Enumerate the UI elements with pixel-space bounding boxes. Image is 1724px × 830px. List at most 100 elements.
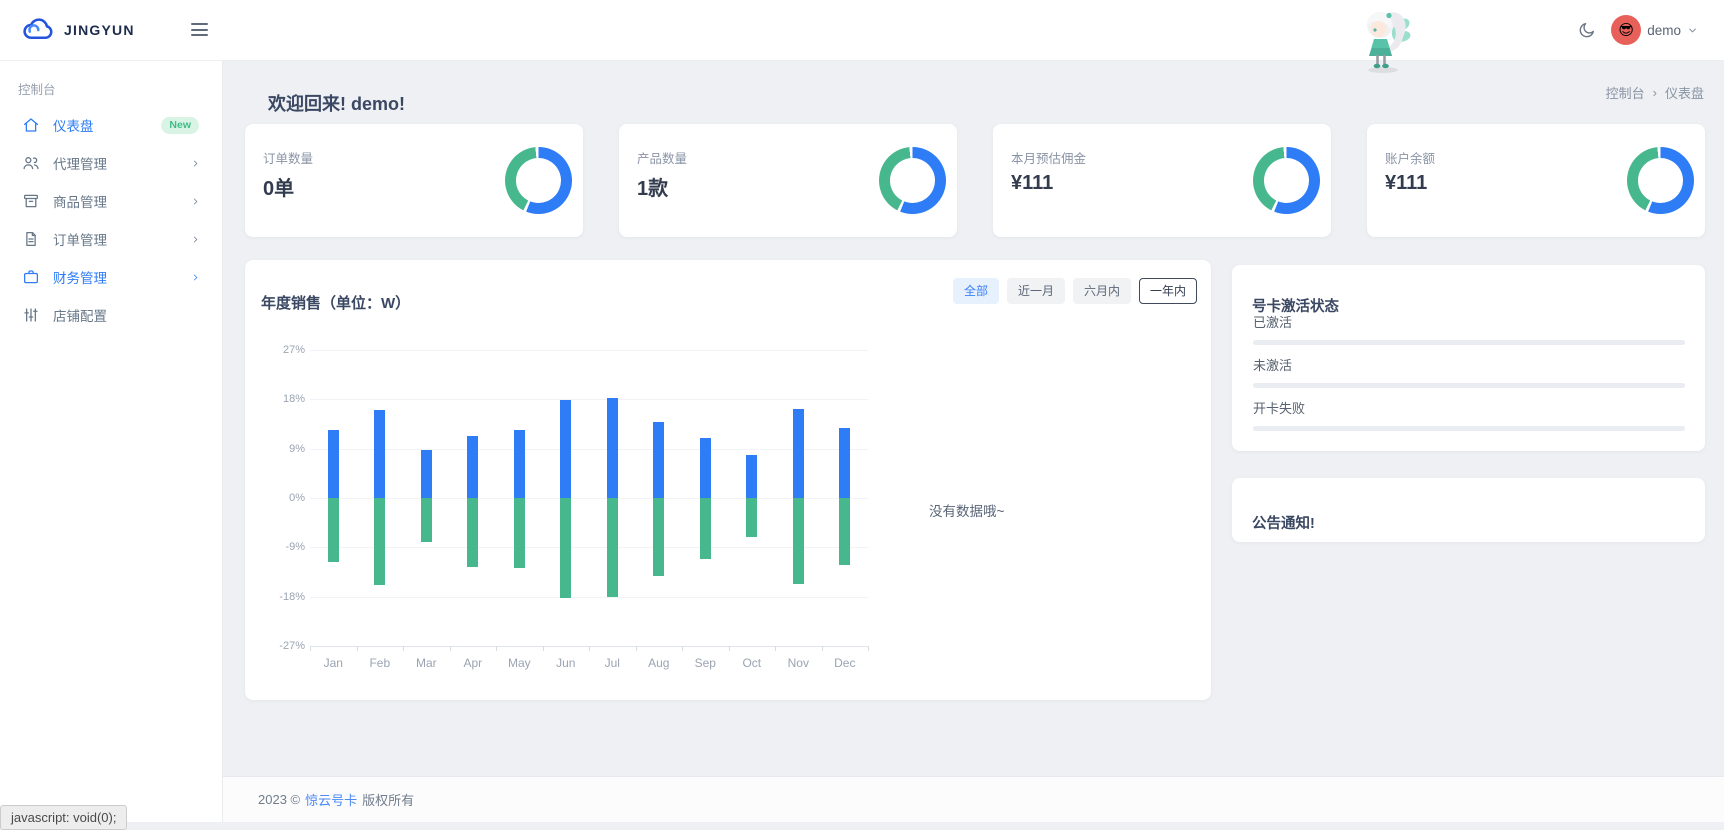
mascot-image [1366, 12, 1411, 73]
x-axis-tick [682, 646, 683, 651]
sidebar-item-5[interactable]: 店铺配置 [0, 296, 222, 334]
x-axis-category-label: Dec [834, 656, 856, 670]
new-badge: New [161, 116, 199, 134]
y-axis-label: 0% [289, 492, 305, 504]
y-axis-label: 9% [289, 442, 305, 455]
progress-bar [1253, 383, 1685, 388]
footer-brand-link[interactable]: 惊云号卡 [305, 793, 358, 808]
card-notice: 公告通知! [1232, 478, 1705, 542]
sidebar-item-label: 店铺配置 [53, 309, 107, 324]
gridline [310, 350, 868, 351]
filter-button-0[interactable]: 全部 [952, 278, 999, 305]
y-axis-label: 18% [282, 393, 305, 406]
x-axis-tick [775, 646, 776, 651]
x-axis-category-label: Jun [556, 656, 576, 670]
user-name: demo [1647, 22, 1681, 38]
bar-negative-Dec [839, 498, 851, 565]
card-activation-status: 号卡激活状态 已激活 未激活 开卡失败 [1232, 265, 1705, 451]
breadcrumb-item-dashboard[interactable]: 仪表盘 [1664, 86, 1704, 101]
sidebar-item-2[interactable]: 商品管理 [0, 182, 222, 220]
footer-copyright: 版权所有 [362, 793, 415, 808]
sidebar-item-label: 订单管理 [53, 233, 107, 248]
sidebar-item-0[interactable]: 仪表盘 New [0, 106, 222, 144]
x-axis-category-label: May [507, 656, 531, 670]
y-axis-label: -18% [279, 590, 305, 603]
donut-chart [1253, 147, 1320, 214]
bar-positive-Feb [374, 410, 386, 498]
box-icon [23, 194, 39, 208]
x-axis-category-label: Feb [369, 656, 391, 670]
y-axis-label: -27% [279, 640, 305, 652]
chevron-right-icon [193, 198, 198, 204]
stat-value: 0单 [263, 178, 295, 200]
users-icon [23, 157, 39, 170]
stat-card-1: 产品数量 1款 [619, 124, 957, 237]
sidebar-item-label: 代理管理 [53, 157, 107, 172]
stat-label: 订单数量 [263, 152, 314, 166]
bar-positive-Jan [327, 430, 339, 498]
user-menu[interactable]: 😎 demo [1611, 15, 1698, 45]
chart-title: 年度销售（单位：W） [261, 295, 411, 313]
stat-label: 产品数量 [637, 152, 688, 166]
bar-negative-Sep [699, 498, 711, 560]
stat-value: ¥111 [1385, 172, 1428, 194]
sidebar-nav: 仪表盘 New 代理管理商品管理订单管理财务管理店铺配置 [0, 106, 222, 334]
breadcrumb-item-console[interactable]: 控制台 [1605, 86, 1645, 101]
bar-positive-Mar [420, 450, 432, 498]
brand-name: JINGYUN [64, 22, 135, 38]
chevron-right-icon [193, 236, 198, 242]
stat-value: 1款 [637, 178, 669, 200]
sidebar-item-4[interactable]: 财务管理 [0, 258, 222, 296]
bar-negative-Apr [467, 498, 479, 567]
avatar[interactable]: 😎 [1611, 15, 1642, 45]
filter-button-2[interactable]: 六月内 [1072, 278, 1131, 305]
x-axis-category-label: Aug [648, 656, 670, 670]
activation-row-label: 开卡失败 [1253, 401, 1306, 416]
briefcase-icon [23, 270, 39, 284]
stat-card-2: 本月预估佣金 ¥111 [993, 124, 1331, 237]
stat-card-0: 订单数量 0单 [245, 124, 583, 237]
filter-button-3[interactable]: 一年内 [1138, 278, 1197, 305]
page-title: 欢迎回来! demo! [268, 94, 405, 115]
hamburger-menu-icon[interactable] [191, 23, 208, 40]
top-navbar: JINGYUN 😎 demo [0, 0, 1724, 73]
gridline [310, 498, 868, 499]
bar-negative-May [513, 498, 525, 568]
x-axis-tick [542, 646, 544, 651]
donut-chart [1627, 147, 1694, 214]
x-axis-tick [728, 646, 730, 651]
x-axis-category-label: Oct [742, 656, 762, 670]
sliders-icon [24, 308, 38, 322]
chart-range-filters: 全部 近一月 六月内 一年内 [952, 278, 1197, 305]
x-axis-category-label: Nov [787, 656, 809, 670]
progress-bar [1253, 340, 1685, 345]
activation-row-2: 开卡失败 [1253, 398, 1685, 431]
navbar-actions: 😎 demo [1577, 0, 1698, 60]
bar-positive-Nov [792, 409, 804, 498]
sidebar-item-1[interactable]: 代理管理 [0, 144, 222, 182]
sidebar-item-3[interactable]: 订单管理 [0, 220, 222, 258]
bar-positive-Sep [699, 438, 711, 498]
x-axis-tick [635, 646, 637, 651]
activation-row-label: 未激活 [1253, 358, 1293, 373]
x-axis-tick [496, 646, 497, 651]
x-axis-category-label: Jul [604, 656, 620, 670]
sidebar-section-label: 控制台 [18, 83, 56, 97]
filter-button-1[interactable]: 近一月 [1006, 278, 1065, 305]
y-axis-label: -9% [285, 541, 305, 554]
activation-row-1: 未激活 [1253, 355, 1685, 388]
x-axis-tick [868, 646, 869, 651]
x-axis-tick [449, 646, 451, 651]
home-icon [23, 118, 39, 132]
link-status-tooltip: javascript: void(0); [0, 805, 128, 830]
moon-icon[interactable] [1577, 21, 1596, 40]
x-axis-category-label: Mar [415, 656, 437, 670]
sidebar-item-label: 商品管理 [53, 195, 107, 210]
bar-negative-Jan [327, 498, 339, 562]
chevron-down-icon [1689, 28, 1696, 32]
cloud-logo-icon [23, 17, 53, 39]
brand-logo[interactable]: JINGYUN [20, 0, 135, 60]
donut-chart [879, 147, 946, 214]
activation-card-title: 号卡激活状态 [1252, 299, 1339, 316]
x-axis-tick [821, 646, 823, 651]
